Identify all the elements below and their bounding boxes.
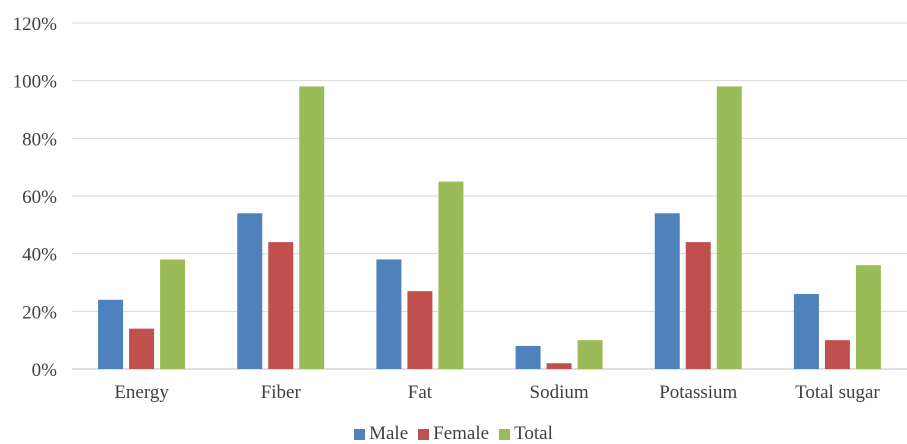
y-axis-ticks: 0% 20% 40% 60% 80% 100% 120% xyxy=(13,14,58,381)
bar-total-sodium xyxy=(577,340,603,369)
bar-female-potassium xyxy=(685,242,711,369)
bar-female-energy xyxy=(129,328,155,369)
y-tick-label: 0% xyxy=(32,360,58,381)
legend: Male Female Total xyxy=(0,424,907,444)
legend-item-total: Total xyxy=(499,424,553,444)
bar-total-fat xyxy=(438,181,464,369)
legend-label-female: Female xyxy=(433,423,490,444)
legend-label-total: Total xyxy=(514,423,553,444)
gridlines xyxy=(72,22,907,370)
bar-male-total-sugar xyxy=(793,294,819,369)
bar-male-energy xyxy=(98,299,124,369)
legend-swatch-male xyxy=(354,428,366,440)
bar-male-potassium xyxy=(654,213,680,369)
x-axis-ticks: Energy Fiber Fat Sodium Potassium Total sugar xyxy=(114,382,880,403)
y-tick-label: 60% xyxy=(22,187,57,208)
y-tick-label: 20% xyxy=(22,302,57,323)
x-tick-label: Sodium xyxy=(530,382,589,403)
bar-female-sodium xyxy=(546,363,572,369)
x-tick-label: Fat xyxy=(408,382,433,403)
legend-swatch-total xyxy=(499,428,511,440)
y-tick-label: 120% xyxy=(13,14,58,35)
y-tick-label: 40% xyxy=(22,245,57,266)
x-tick-label: Fiber xyxy=(261,382,302,403)
x-tick-label: Energy xyxy=(114,382,169,403)
bar-total-energy xyxy=(160,259,186,369)
x-tick-label: Total sugar xyxy=(795,382,880,403)
x-tick-label: Potassium xyxy=(659,382,737,403)
y-tick-label: 100% xyxy=(13,72,58,93)
bar-total-potassium xyxy=(716,86,742,369)
bar-female-fat xyxy=(407,291,433,369)
bar-female-fiber xyxy=(268,242,294,369)
y-tick-label: 80% xyxy=(22,129,57,150)
bars xyxy=(98,86,881,369)
legend-label-male: Male xyxy=(369,423,409,444)
bar-total-total-sugar xyxy=(855,265,881,369)
bar-total-fiber xyxy=(299,86,325,369)
legend-item-female: Female xyxy=(418,424,489,444)
legend-item-male: Male xyxy=(354,424,408,444)
legend-swatch-female xyxy=(418,428,430,440)
bar-male-sodium xyxy=(515,345,541,369)
bar-female-total-sugar xyxy=(824,340,850,369)
bar-male-fiber xyxy=(237,213,263,369)
bar-male-fat xyxy=(376,259,402,369)
